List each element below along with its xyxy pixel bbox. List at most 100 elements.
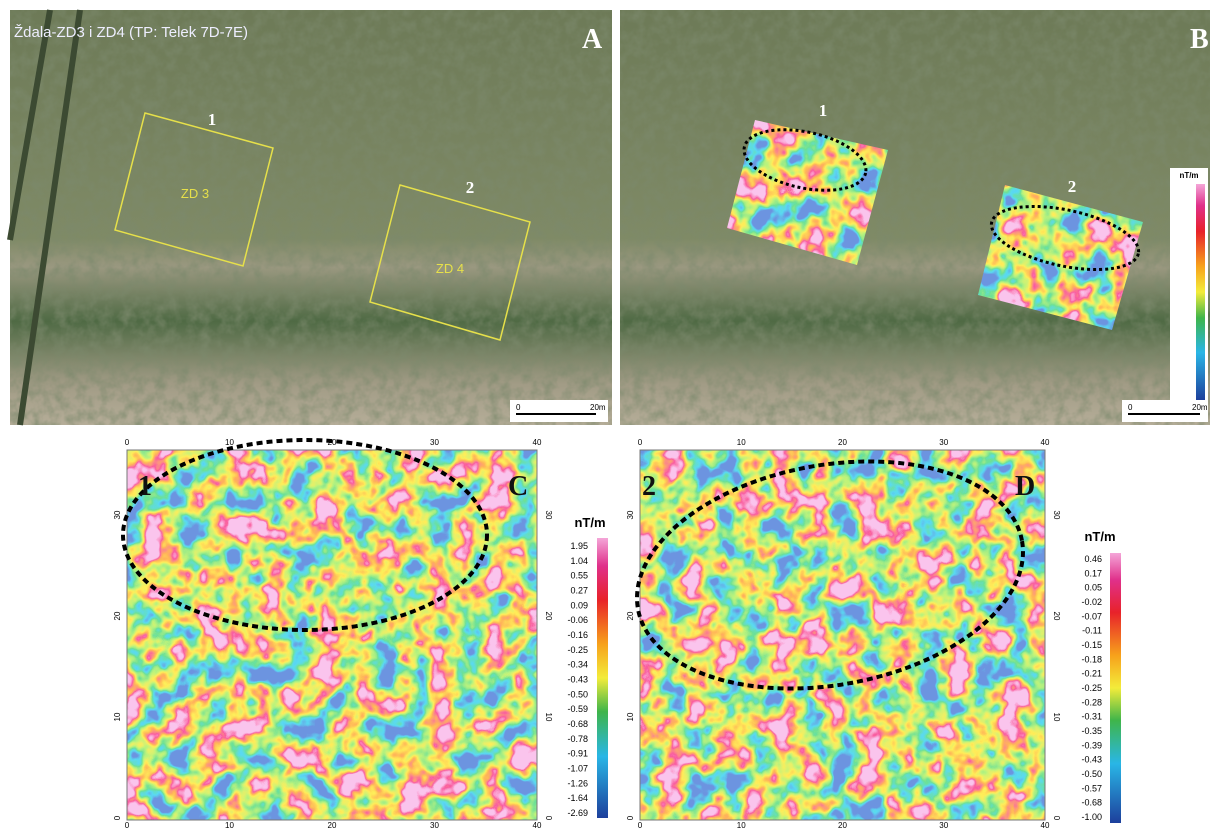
- area-number: 1: [208, 110, 217, 129]
- scale-label: 0: [1128, 403, 1133, 412]
- legend-label: -0.39: [1081, 740, 1102, 750]
- x-tick-label: 40: [1041, 438, 1050, 447]
- y-tick-label: 20: [544, 612, 553, 621]
- area-number: 2: [642, 471, 656, 502]
- area-label: ZD 3: [181, 186, 209, 201]
- scale-label: 20m: [1192, 403, 1208, 412]
- legend-label: -0.68: [1081, 798, 1102, 808]
- legend-label: -0.50: [567, 689, 588, 699]
- magnetometry-overlay: [727, 120, 888, 265]
- legend-label: 0.27: [570, 586, 588, 596]
- y-tick-label: 0: [544, 816, 553, 821]
- area-number: 1: [138, 471, 152, 502]
- y-tick-label: 0: [1052, 816, 1061, 821]
- x-tick-label: 30: [430, 438, 439, 447]
- legend-label: -0.25: [1081, 683, 1102, 693]
- legend-label: -1.00: [1081, 812, 1102, 822]
- x-tick-label: 40: [533, 438, 542, 447]
- panel-b: B 1 2 nT/m 0 20m: [620, 10, 1210, 425]
- colorbar: [597, 538, 608, 818]
- legend-label: -0.21: [1081, 669, 1102, 679]
- legend-label: -0.59: [567, 704, 588, 714]
- panel-letter: C: [508, 471, 528, 502]
- legend-label: -0.02: [1081, 597, 1102, 607]
- x-tick-label: 20: [328, 821, 337, 829]
- magnetometry-overlay: [978, 185, 1143, 330]
- x-tick-label: 40: [1041, 821, 1050, 829]
- legend-label: -0.15: [1081, 640, 1102, 650]
- legend-label: -0.50: [1081, 769, 1102, 779]
- legend-label: -0.35: [1081, 726, 1102, 736]
- panel-letter: A: [582, 24, 603, 55]
- anomaly-ellipse: [742, 128, 868, 192]
- legend-label: -0.06: [567, 615, 588, 625]
- y-tick-label: 30: [1052, 511, 1061, 520]
- x-tick-label: 20: [838, 821, 847, 829]
- panel-a: Ždala-ZD3 i ZD4 (TP: Telek 7D-7E) A 1 2 …: [7, 9, 612, 426]
- legend-label: -0.07: [1081, 611, 1102, 621]
- legend-label: 0.46: [1084, 554, 1102, 564]
- panel-d: 2 D nT/m: [635, 449, 1121, 823]
- anomaly-ellipse: [635, 459, 1025, 691]
- y-tick-label: 20: [1052, 612, 1061, 621]
- x-tick-label: 10: [737, 821, 746, 829]
- x-tick-label: 0: [125, 438, 130, 447]
- road: [7, 9, 83, 426]
- y-tick-label: 10: [1052, 713, 1061, 722]
- scale-label: 0: [516, 403, 521, 412]
- y-tick-label: 30: [626, 510, 635, 519]
- x-tick-label: 30: [430, 821, 439, 829]
- scale-label: 20m: [590, 403, 606, 412]
- x-tick-label: 10: [225, 821, 234, 829]
- y-tick-label: 10: [544, 713, 553, 722]
- y-tick-label: 20: [626, 611, 635, 620]
- legend-label: 0.05: [1084, 583, 1102, 593]
- area-label: ZD 4: [436, 261, 464, 276]
- legend-label: -0.68: [567, 719, 588, 729]
- legend-label: -0.28: [1081, 697, 1102, 707]
- legend-label: -0.91: [567, 749, 588, 759]
- scale-box: [1122, 400, 1208, 422]
- legend-label: -1.26: [567, 778, 588, 788]
- panel-letter: B: [1190, 24, 1209, 55]
- legend-label: -0.34: [567, 660, 588, 670]
- title: Ždala-ZD3 i ZD4 (TP: Telek 7D-7E): [14, 24, 248, 41]
- x-tick-label: 40: [533, 821, 542, 829]
- legend-label: 0.55: [570, 571, 588, 581]
- legend-label: -1.64: [567, 793, 588, 803]
- area-number: 2: [466, 178, 475, 197]
- colorbar: [1196, 184, 1205, 400]
- x-tick-label: 20: [838, 438, 847, 447]
- area-number: 1: [819, 101, 828, 120]
- y-tick-label: 30: [544, 511, 553, 520]
- x-tick-label: 20: [328, 438, 337, 447]
- x-tick-label: 0: [638, 821, 643, 829]
- legend-label: -0.57: [1081, 783, 1102, 793]
- panel-letter: D: [1015, 471, 1035, 502]
- y-tick-label: 30: [113, 510, 122, 519]
- legend-label: 0.17: [1084, 568, 1102, 578]
- y-tick-label: 0: [113, 815, 122, 820]
- magnetometry-map: [127, 450, 537, 820]
- y-tick-label: 0: [626, 815, 635, 820]
- x-tick-label: 0: [125, 821, 130, 829]
- map-frame: [126, 449, 538, 821]
- legend-label: -0.43: [567, 675, 588, 685]
- legend-label: -0.31: [1081, 712, 1102, 722]
- legend-label: -2.69: [567, 808, 588, 818]
- legend-label: 1.95: [570, 541, 588, 551]
- panel-c: 1 C nT/m: [121, 438, 608, 821]
- legend-label: -0.16: [567, 630, 588, 640]
- legend-label: -0.43: [1081, 755, 1102, 765]
- area-number: 2: [1068, 177, 1077, 196]
- y-tick-label: 10: [626, 712, 635, 721]
- legend-label: -0.11: [1082, 626, 1102, 636]
- x-tick-label: 10: [737, 438, 746, 447]
- magnetometry-map: [640, 450, 1045, 820]
- scale-box: [510, 400, 608, 422]
- x-tick-label: 30: [939, 821, 948, 829]
- survey-area: [369, 184, 531, 341]
- y-tick-label: 10: [113, 712, 122, 721]
- x-tick-label: 10: [225, 438, 234, 447]
